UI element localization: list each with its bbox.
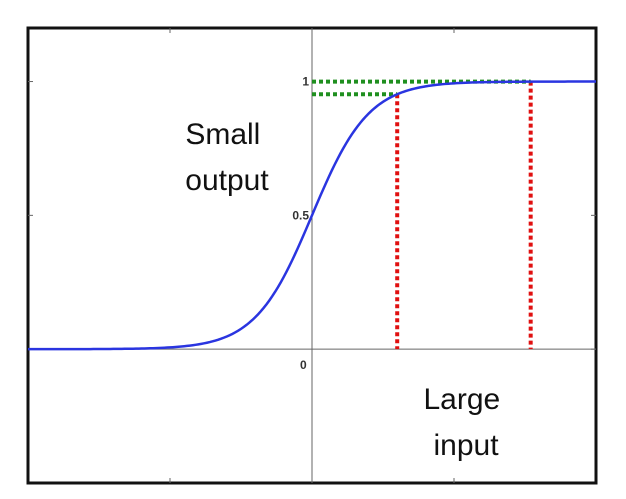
small-output-label: Small output	[185, 118, 269, 197]
large-input-line-2: input	[433, 429, 499, 462]
x-tick-label: 0	[300, 358, 307, 372]
sigmoid-curve	[28, 80, 596, 351]
large-input-line-1: Large	[423, 383, 500, 416]
tick-labels: 00.51	[292, 75, 309, 373]
large-input-label: Large input	[423, 383, 508, 462]
small-output-line-2: output	[185, 164, 269, 197]
y-tick-label: 0.5	[292, 208, 309, 222]
y-tick-label: 1	[302, 75, 309, 89]
small-output-line-1: Small	[185, 118, 260, 151]
